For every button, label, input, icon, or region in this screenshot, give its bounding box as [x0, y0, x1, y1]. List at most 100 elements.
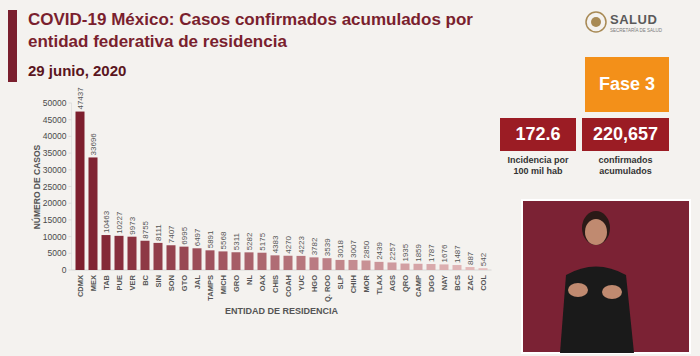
- x-tick-label: JAL: [193, 275, 202, 290]
- bar: [206, 250, 215, 270]
- bar: [323, 258, 332, 270]
- bar: [141, 241, 150, 270]
- bar: [245, 252, 254, 270]
- data-label: 33696: [89, 133, 98, 156]
- logo-emblem: [591, 17, 601, 27]
- logo-emblem: [586, 12, 606, 32]
- y-tick-label: 20000: [43, 198, 67, 208]
- y-tick-label: 35000: [43, 148, 67, 158]
- x-tick-label: SLP: [336, 275, 345, 290]
- bar: [453, 265, 462, 270]
- inset-background: [522, 200, 690, 353]
- x-tick-label: TAMPS: [206, 275, 215, 301]
- x-tick-label: ZAC: [466, 274, 475, 290]
- y-tick-label: 0: [62, 265, 67, 275]
- bar: [349, 260, 358, 270]
- bar: [401, 264, 410, 270]
- y-tick-label: 40000: [43, 131, 67, 141]
- y-tick: [69, 119, 72, 120]
- data-label: 5568: [219, 231, 228, 249]
- logo-text: SALUD: [610, 12, 657, 27]
- x-tick-label: MICH: [219, 275, 228, 294]
- y-tick: [69, 169, 72, 170]
- data-label: 4383: [271, 235, 280, 253]
- x-tick-label: YUC: [297, 274, 306, 290]
- x-tick-label: TAB: [102, 274, 111, 289]
- data-label: 9973: [128, 216, 137, 234]
- bar: [336, 260, 345, 270]
- data-label: 5311: [232, 233, 241, 251]
- x-tick-label: VER: [128, 274, 137, 290]
- bar: [115, 236, 124, 270]
- bars: [76, 112, 488, 270]
- x-tick-label: NL: [245, 275, 254, 285]
- inset-hand: [602, 285, 622, 299]
- data-label: 5175: [258, 232, 267, 250]
- title: COVID-19 México: Casos confirmados acumu…: [28, 9, 498, 53]
- y-tick-label: 45000: [43, 115, 67, 125]
- x-tick-label: SON: [167, 275, 176, 291]
- bar: [167, 245, 176, 270]
- y-tick-label: 10000: [43, 232, 67, 242]
- data-label: 1859: [414, 243, 423, 261]
- y-axis-line: [71, 103, 72, 270]
- x-tick-label: COAH: [284, 275, 293, 297]
- x-tick-label: GTO: [180, 275, 189, 291]
- data-label: 4270: [284, 235, 293, 253]
- bar: [440, 264, 449, 270]
- y-axis-title: NÚMERO DE CASOS: [31, 144, 42, 229]
- bar: [388, 262, 397, 270]
- bar: [271, 255, 280, 270]
- data-label: 47437: [76, 87, 85, 110]
- y-tick-label: 25000: [43, 182, 67, 192]
- data-label: 2850: [362, 240, 371, 258]
- x-tick-label: AGS: [388, 275, 397, 291]
- x-tick-label: BC: [141, 274, 150, 285]
- y-tick: [69, 186, 72, 187]
- x-tick-label: QRO: [401, 275, 410, 292]
- y-tick: [69, 219, 72, 220]
- x-tick-label: CDMX: [76, 275, 85, 297]
- y-axis: 0 5000 10000 15000 20000 25000 30000 35000 40000…: [43, 98, 72, 275]
- data-label: 10463: [102, 210, 111, 233]
- data-label: 2257: [388, 242, 397, 260]
- bar: [310, 257, 319, 270]
- data-label: 1676: [440, 244, 449, 262]
- bar: [297, 256, 306, 270]
- data-label: 542: [479, 252, 488, 266]
- y-tick: [69, 253, 72, 254]
- data-label: 1935: [401, 243, 410, 261]
- accent-bar: [8, 10, 17, 82]
- inset-hair: [582, 211, 610, 245]
- bar: [102, 235, 111, 270]
- bar: [258, 253, 267, 270]
- y-tick: [69, 203, 72, 204]
- x-tick-label: CAMP: [414, 275, 423, 297]
- data-label: 1487: [453, 245, 462, 263]
- y-tick: [69, 236, 72, 237]
- data-label: 5891: [206, 230, 215, 248]
- logo-subtitle: SECRETARÍA DE SALUD: [610, 28, 662, 33]
- x-tick-label: COL: [479, 275, 488, 291]
- data-label: 887: [466, 251, 475, 265]
- subtitle: 29 junio, 2020: [28, 62, 126, 79]
- x-tick-label: MOR: [362, 274, 371, 292]
- data-label: 7407: [167, 225, 176, 243]
- bar: [375, 262, 384, 270]
- y-tick-label: 30000: [43, 165, 67, 175]
- data-label: 3018: [336, 240, 345, 258]
- stat-label: confirmados acumulados: [582, 155, 669, 177]
- x-tick-label: Q. ROO: [323, 275, 332, 302]
- data-label: 1787: [427, 244, 436, 262]
- labels: 47437CDMX33696MEX10463TAB10227PUE9973VER…: [76, 87, 488, 302]
- bar: [479, 268, 488, 270]
- bar: [128, 237, 137, 270]
- bar: [180, 247, 189, 270]
- x-tick-label: HGO: [310, 275, 319, 292]
- y-tick-label: 15000: [43, 215, 67, 225]
- y-tick-label: 5000: [48, 248, 67, 258]
- bar: [154, 243, 163, 270]
- x-tick-label: SIN: [154, 275, 163, 288]
- y-tick: [69, 136, 72, 137]
- bar: [89, 157, 98, 270]
